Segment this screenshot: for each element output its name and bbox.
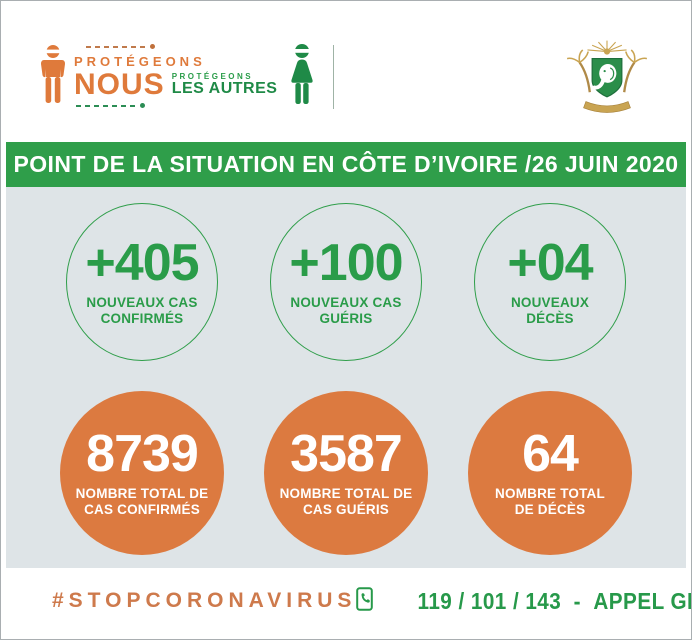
footer: #STOPCORONAVIRUS 119 / 101 / 143 - APPEL…: [6, 568, 691, 634]
total-recovered-value: 3587: [290, 424, 403, 483]
hotline-info: 119 / 101 / 143 - APPEL GRATUIT: [356, 586, 691, 616]
coat-of-arms-icon: [564, 36, 650, 119]
total-cases-value: 8739: [86, 424, 199, 483]
total-recovered-label: NOMBRE TOTAL DE CAS GUÉRIS: [279, 485, 413, 517]
protegeons-nous-logo: PROTÉGEONS NOUS PROTÉGEONS LES AUTRES: [40, 36, 335, 119]
page-title: POINT DE LA SITUATION EN CÔTE D’IVOIRE /…: [13, 151, 679, 177]
stat-total-recovered: 3587 NOMBRE TOTAL DE CAS GUÉRIS: [264, 391, 428, 555]
new-deaths-value: +04: [507, 233, 593, 292]
logo-les-autres-label: LES AUTRES: [171, 79, 278, 97]
new-deaths-label: NOUVEAUX DÉCÈS: [510, 294, 590, 326]
stat-total-cases: 8739 NOMBRE TOTAL DE CAS CONFIRMÉS: [60, 391, 224, 555]
logo-text-block: PROTÉGEONS NOUS PROTÉGEONS LES AUTRES: [74, 36, 277, 119]
male-figure-icon: [40, 44, 66, 111]
new-cases-label: NOUVEAUX CAS CONFIRMÉS: [86, 294, 198, 326]
logo-protegeons-small-label: PROTÉGEONS: [171, 71, 254, 81]
female-figure-icon: [287, 43, 317, 112]
new-cases-value: +405: [85, 233, 199, 292]
title-banner: POINT DE LA SITUATION EN CÔTE D’IVOIRE /…: [6, 142, 686, 187]
logo-divider: [333, 45, 335, 109]
stats-grid: +405 NOUVEAUX CAS CONFIRMÉS +100 NOUVEAU…: [6, 187, 686, 568]
total-deaths-value: 64: [522, 424, 579, 483]
stat-new-recovered: +100 NOUVEAUX CAS GUÉRIS: [270, 203, 422, 361]
stat-new-deaths: +04 NOUVEAUX DÉCÈS: [474, 203, 626, 361]
logo-nous-label: NOUS: [74, 67, 165, 101]
new-recovered-label: NOUVEAUX CAS GUÉRIS: [290, 294, 402, 326]
header: PROTÉGEONS NOUS PROTÉGEONS LES AUTRES: [6, 6, 686, 142]
stopcoronavirus-hashtag: #STOPCORONAVIRUS: [52, 589, 357, 612]
dashed-line-bottom: [76, 102, 145, 108]
stat-total-deaths: 64 NOMBRE TOTAL DE DÉCÈS: [468, 391, 632, 555]
new-recovered-value: +100: [289, 233, 403, 292]
stat-new-cases: +405 NOUVEAUX CAS CONFIRMÉS: [66, 203, 218, 361]
hotline-numbers: 119 / 101 / 143 - APPEL GRATUIT: [417, 587, 691, 614]
total-deaths-label: NOMBRE TOTAL DE DÉCÈS: [495, 485, 605, 517]
phone-icon: [356, 586, 374, 616]
logo-protegeons-label: PROTÉGEONS: [74, 53, 206, 69]
dashed-line-top: [86, 43, 155, 49]
total-cases-label: NOMBRE TOTAL DE CAS CONFIRMÉS: [75, 485, 209, 517]
